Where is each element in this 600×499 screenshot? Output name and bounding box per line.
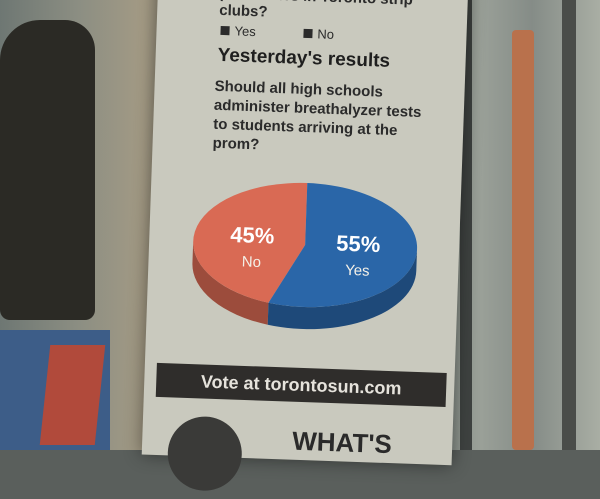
vote-link[interactable]: Vote at torontosun.com — [155, 362, 447, 408]
results-heading: Yesterday's results — [217, 44, 391, 72]
next-section-heading: WHAT'S — [291, 425, 393, 460]
comic-bag-accent — [39, 345, 106, 445]
next-section-icon — [166, 415, 244, 492]
results-question: Should all high schools administer breat… — [212, 77, 422, 154]
top-poll-options: Yes No — [220, 23, 378, 43]
pie-category-label-yes: Yes — [345, 262, 370, 280]
copper-strip — [512, 30, 534, 450]
pie-slice-no — [193, 182, 308, 303]
page-edge-strip-2 — [562, 0, 576, 450]
pie-chart: 45% No 55% Yes — [192, 182, 418, 330]
pie-slice-side-no — [192, 241, 269, 325]
checkbox-icon — [220, 25, 230, 36]
pie-category-label-no: No — [242, 253, 262, 271]
pie-value-label-no: 45% — [230, 222, 275, 249]
pie-value-label-yes: 55% — [336, 231, 381, 258]
pie-slice-side-yes — [267, 248, 418, 330]
comic-illustration — [0, 20, 95, 320]
pie-slice-yes — [268, 183, 418, 308]
top-option-yes: Yes — [220, 23, 256, 39]
newspaper-poll-column: performers in Toronto strip clubs? Yes N… — [141, 0, 469, 492]
checkbox-icon — [303, 28, 313, 39]
top-option-no: No — [303, 26, 334, 42]
